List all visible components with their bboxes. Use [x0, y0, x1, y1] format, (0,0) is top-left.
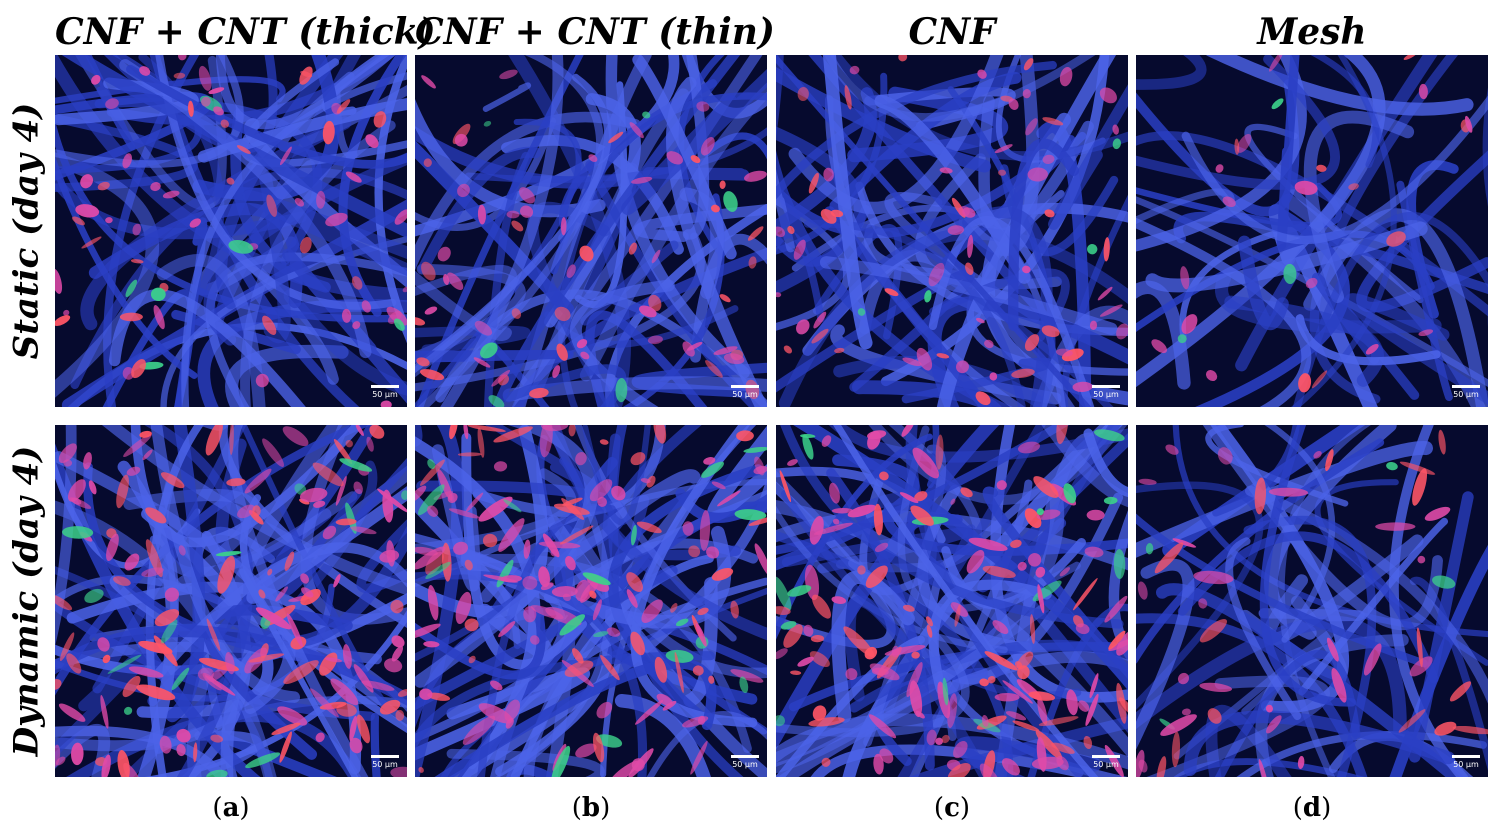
- scale-bar: 50 μm: [371, 385, 399, 399]
- image-panel-dynamic-d: 50 μm: [1136, 425, 1488, 777]
- scale-bar: 50 μm: [731, 385, 759, 399]
- scale-bar-line: [1452, 755, 1480, 758]
- scale-bar: 50 μm: [1092, 385, 1120, 399]
- image-panel-dynamic-c: 50 μm: [776, 425, 1128, 777]
- scale-bar-label: 50 μm: [1453, 390, 1479, 399]
- column-header-cnf-cnt-thin: CNF + CNT (thin): [415, 11, 775, 53]
- row-header-static: Static (day 4): [0, 55, 52, 407]
- scale-bar-line: [1092, 385, 1120, 388]
- scale-bar-label: 50 μm: [1453, 760, 1479, 769]
- scale-bar-label: 50 μm: [732, 390, 758, 399]
- image-panel-static-a: 50 μm: [55, 55, 407, 407]
- image-panel-static-c: 50 μm: [776, 55, 1128, 407]
- scale-bar: 50 μm: [1452, 755, 1480, 769]
- scale-bar-line: [371, 385, 399, 388]
- scale-bar-label: 50 μm: [732, 760, 758, 769]
- scale-bar-label: 50 μm: [372, 760, 398, 769]
- scale-bar: 50 μm: [731, 755, 759, 769]
- scale-bar: 50 μm: [371, 755, 399, 769]
- row-header-static-text: Static (day 4): [6, 102, 46, 360]
- scale-bar-line: [371, 755, 399, 758]
- image-panel-dynamic-b: 50 μm: [415, 425, 767, 777]
- panel-label-d: (d): [1292, 793, 1332, 823]
- panel-label-c: (c): [933, 793, 971, 823]
- scale-bar-label: 50 μm: [1093, 390, 1119, 399]
- column-header-mesh: Mesh: [1257, 11, 1367, 53]
- scale-bar-label: 50 μm: [372, 390, 398, 399]
- scale-bar-line: [731, 385, 759, 388]
- scale-bar: 50 μm: [1452, 385, 1480, 399]
- image-panel-dynamic-a: 50 μm: [55, 425, 407, 777]
- panel-label-a: (a): [212, 793, 250, 823]
- image-panel-static-d: 50 μm: [1136, 55, 1488, 407]
- row-header-dynamic-text: Dynamic (day 4): [6, 445, 46, 757]
- scale-bar-line: [1092, 755, 1120, 758]
- scale-bar-line: [1452, 385, 1480, 388]
- image-panel-static-b: 50 μm: [415, 55, 767, 407]
- column-header-cnf: CNF: [908, 11, 996, 53]
- row-header-dynamic: Dynamic (day 4): [0, 425, 52, 777]
- scale-bar-line: [731, 755, 759, 758]
- panel-label-b: (b): [571, 793, 611, 823]
- scale-bar-label: 50 μm: [1093, 760, 1119, 769]
- scale-bar: 50 μm: [1092, 755, 1120, 769]
- column-header-cnf-cnt-thick: CNF + CNT (thick): [55, 11, 436, 53]
